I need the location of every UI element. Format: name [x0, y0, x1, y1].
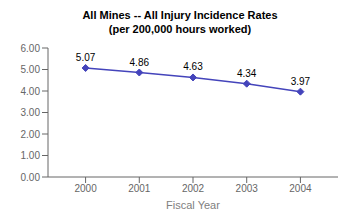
svg-text:4.86: 4.86	[130, 57, 150, 68]
svg-text:2002: 2002	[182, 183, 205, 194]
svg-text:3.97: 3.97	[291, 76, 311, 87]
svg-text:2000: 2000	[74, 183, 97, 194]
svg-text:2004: 2004	[289, 183, 312, 194]
svg-text:5.00: 5.00	[21, 64, 41, 75]
svg-text:2.00: 2.00	[21, 129, 41, 140]
html-text:All Mines -- All Injury Incide: All Mines -- All Injury Incidence Rates	[82, 9, 278, 21]
svg-text:2003: 2003	[236, 183, 259, 194]
svg-text:4.63: 4.63	[183, 61, 203, 72]
svg-text:2001: 2001	[128, 183, 151, 194]
svg-text:6.00: 6.00	[21, 43, 41, 54]
svg-text:1.00: 1.00	[21, 150, 41, 161]
svg-text:Fiscal Year: Fiscal Year	[166, 199, 220, 211]
svg-text:4.34: 4.34	[237, 68, 257, 79]
svg-text:3.00: 3.00	[21, 107, 41, 118]
html-text:(per 200,000 hours worked): (per 200,000 hours worked)	[108, 23, 252, 35]
svg-text:4.00: 4.00	[21, 86, 41, 97]
svg-text:0.00: 0.00	[21, 172, 41, 183]
svg-text:5.07: 5.07	[76, 52, 96, 63]
